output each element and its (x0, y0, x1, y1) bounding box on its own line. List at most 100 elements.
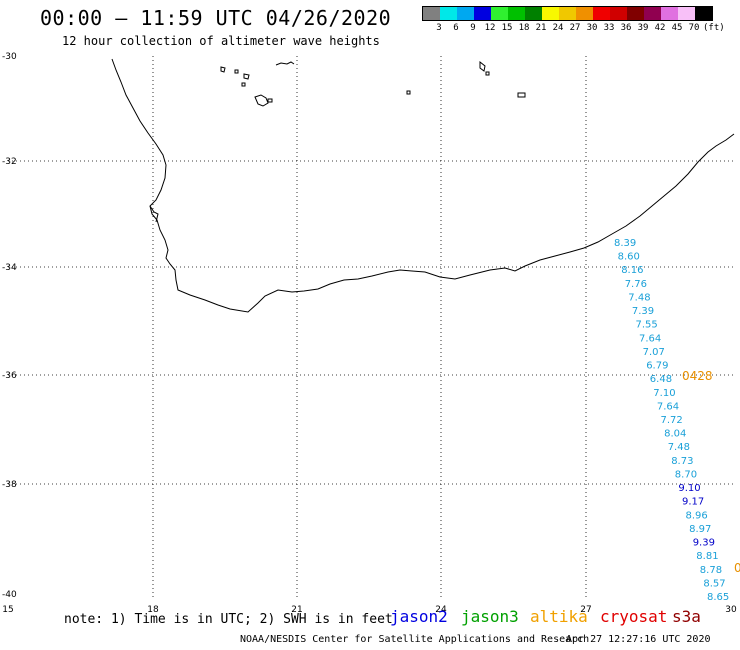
legend-label: 21 (535, 23, 547, 33)
legend-swatch (508, 7, 525, 20)
legend-swatch (661, 7, 678, 20)
legend-label: 3 (436, 23, 442, 33)
coastline (111, 58, 735, 313)
legend-labels: 3 6 9 12 15 18 21 24 27 30 33 36 39 42 45 70 (ft) (422, 21, 724, 35)
legend-label: 70 (688, 23, 700, 33)
pass-time-marker: 0 (734, 561, 740, 575)
legend-swatch (491, 7, 508, 20)
swh-value-label: 6.48 (650, 374, 672, 385)
swh-value-label: 8.16 (621, 265, 643, 276)
legend-label: 6 (453, 23, 459, 33)
latitude-label: -32 (2, 157, 17, 167)
legend-unit: (ft) (703, 23, 725, 33)
chart-subtitle: 12 hour collection of altimeter wave hei… (62, 34, 380, 48)
swh-value-label: 8.04 (664, 429, 686, 440)
swh-value-label: 7.55 (636, 320, 658, 331)
swh-value-label: 7.48 (628, 293, 650, 304)
legend-swatch (474, 7, 491, 20)
credit-text: NOAA/NESDIS Center for Satellite Applica… (240, 634, 590, 645)
chart-title: 00:00 – 11:59 UTC 04/26/2020 (40, 6, 392, 30)
coastline-south-africa (111, 58, 735, 313)
legend-swatch (610, 7, 627, 20)
legend-swatch (559, 7, 576, 20)
time-markers: 0428 0 (682, 369, 740, 575)
swh-value-label: 8.70 (675, 470, 697, 481)
swh-value-label: 9.10 (678, 483, 700, 494)
legend-swatch (423, 7, 440, 20)
island (485, 71, 490, 76)
swh-value-label: 7.76 (625, 279, 647, 290)
legend-label: 24 (552, 23, 564, 33)
swh-value-label: 7.39 (632, 306, 654, 317)
latitude-label: -36 (2, 371, 17, 381)
swh-value-label: 8.96 (686, 510, 708, 521)
swh-value-label: 9.39 (693, 538, 715, 549)
legend-label: 45 (671, 23, 683, 33)
legend-swatch (695, 7, 712, 20)
legend-label: 27 (569, 23, 581, 33)
swh-value-label: 8.97 (689, 524, 711, 535)
coastline-inlet (149, 205, 159, 223)
island (517, 92, 526, 98)
legend-swatch (542, 7, 559, 20)
legend-swatch (576, 7, 593, 20)
island (243, 73, 250, 80)
longitude-label: 15 (2, 605, 13, 615)
island (479, 60, 486, 72)
legend-swatch (627, 7, 644, 20)
latitude-label: -34 (2, 263, 17, 273)
island (275, 61, 295, 66)
legend-label: 33 (603, 23, 615, 33)
swh-value-label: 7.72 (661, 415, 683, 426)
legend-color-bar (422, 6, 713, 21)
swh-value-label: 7.64 (639, 333, 661, 344)
legend-label: 15 (501, 23, 513, 33)
satellite-s3a: s3a (672, 607, 701, 626)
islands (220, 60, 526, 107)
generated-timestamp: Apr 27 12:27:16 UTC 2020 (566, 634, 711, 645)
swh-value-label: 8.81 (696, 551, 718, 562)
legend-swatch (440, 7, 457, 20)
satellite-cryosat: cryosat (600, 607, 668, 626)
legend-label: 12 (484, 23, 496, 33)
island (220, 66, 226, 73)
legend-label: 39 (637, 23, 649, 33)
longitude-label: 30 (725, 605, 737, 615)
island (241, 82, 246, 87)
swh-value-label: 8.39 (614, 238, 636, 249)
swh-value-label: 8.60 (618, 252, 640, 263)
pass-time-marker: 0428 (682, 369, 713, 383)
legend-swatch (644, 7, 661, 20)
legend-label: 9 (470, 23, 476, 33)
latitude-label: -30 (2, 52, 17, 62)
island (267, 98, 273, 103)
longitude-label: 27 (580, 605, 591, 615)
island (234, 69, 239, 74)
swh-value-label: 6.79 (646, 361, 668, 372)
longitude-label: 18 (147, 605, 159, 615)
swh-value-label: 8.73 (671, 456, 693, 467)
swh-value-label: 8.78 (700, 565, 722, 576)
legend-label: 30 (586, 23, 598, 33)
legend-label: 42 (654, 23, 666, 33)
legend-swatch (525, 7, 542, 20)
footnote: note: 1) Time is in UTC; 2) SWH is in fe… (64, 612, 393, 627)
graticule: 15 18 21 24 27 30 -30 -32 -34 -36 -38 -40 (2, 52, 737, 615)
latitude-label: -40 (2, 590, 17, 600)
legend-label: 18 (518, 23, 530, 33)
legend-swatch (593, 7, 610, 20)
swh-value-label: 7.48 (668, 442, 690, 453)
longitude-label: 24 (435, 605, 447, 615)
satellite-altika: altika (530, 607, 588, 626)
swh-value-label: 8.65 (707, 592, 729, 603)
island (254, 94, 269, 107)
legend-label: 36 (620, 23, 632, 33)
satellite-jason2: jason2 (390, 607, 448, 626)
satellite-jason3: jason3 (461, 607, 519, 626)
legend-swatch (678, 7, 695, 20)
swh-value-label: 7.10 (653, 388, 675, 399)
longitude-label: 21 (291, 605, 302, 615)
legend-swatch (457, 7, 474, 20)
wave-height-legend: 3 6 9 12 15 18 21 24 27 30 33 36 39 42 45 70 (ft) (422, 6, 725, 35)
